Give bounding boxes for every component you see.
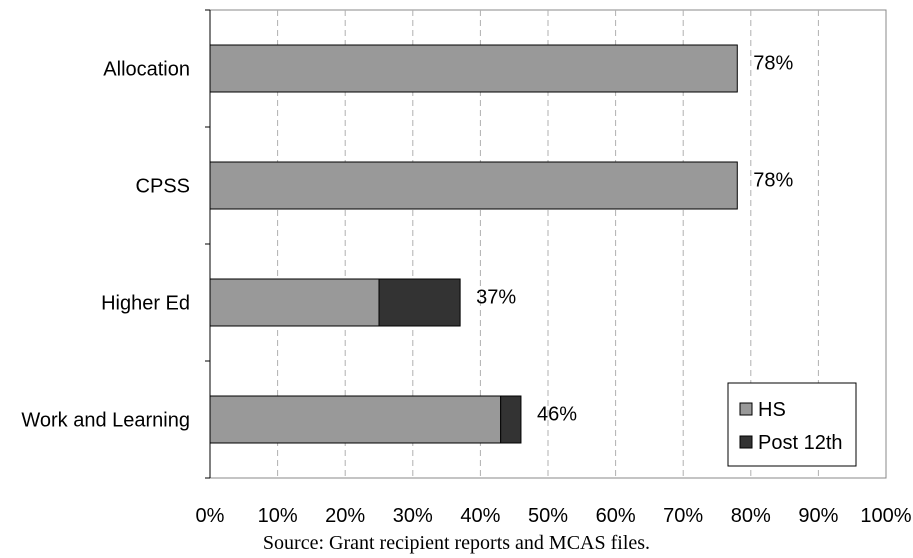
category-label: Allocation [103,59,190,81]
data-label: 37% [476,287,516,309]
legend: HS Post 12th [727,382,857,467]
data-label: 78% [753,170,793,192]
category-label: Work and Learning [21,410,190,432]
bar-hs [209,395,502,444]
legend-box [727,382,857,467]
bar-post-12th [378,278,461,327]
data-labels: Allocation 78% CPSS 78% Higher Ed 37% Work and… [21,53,793,432]
x-tick-label: 50% [528,505,568,527]
bar-hs [209,44,738,93]
legend-swatch [739,435,753,449]
axes: 0% 10% 20% 30% 40% 50% 60% 70% 80% 90% 100% [196,9,912,527]
x-tick-label: 30% [393,505,433,527]
bar-hs [209,278,380,327]
source-note: Source: Grant recipient reports and MCAS… [262,532,651,554]
x-tick-label: 60% [596,505,636,527]
x-tick-label: 70% [663,505,703,527]
data-label: 78% [753,53,793,75]
bars [209,44,738,444]
x-tick-label: 90% [798,505,838,527]
bar-post-12th [500,395,522,444]
legend-label: Post 12th [758,432,843,454]
x-tick-label: 10% [258,505,298,527]
x-tick-label: 40% [460,505,500,527]
x-tick-label: 20% [325,505,365,527]
x-tick-label: 100% [860,505,911,527]
legend-swatch [739,402,753,416]
data-label: 46% [537,404,577,426]
x-tick-label: 80% [731,505,771,527]
legend-label: HS [758,399,786,421]
x-tick-label: 0% [196,505,225,527]
category-label: CPSS [136,176,190,198]
category-label: Higher Ed [101,293,190,315]
bar-hs [209,161,738,210]
